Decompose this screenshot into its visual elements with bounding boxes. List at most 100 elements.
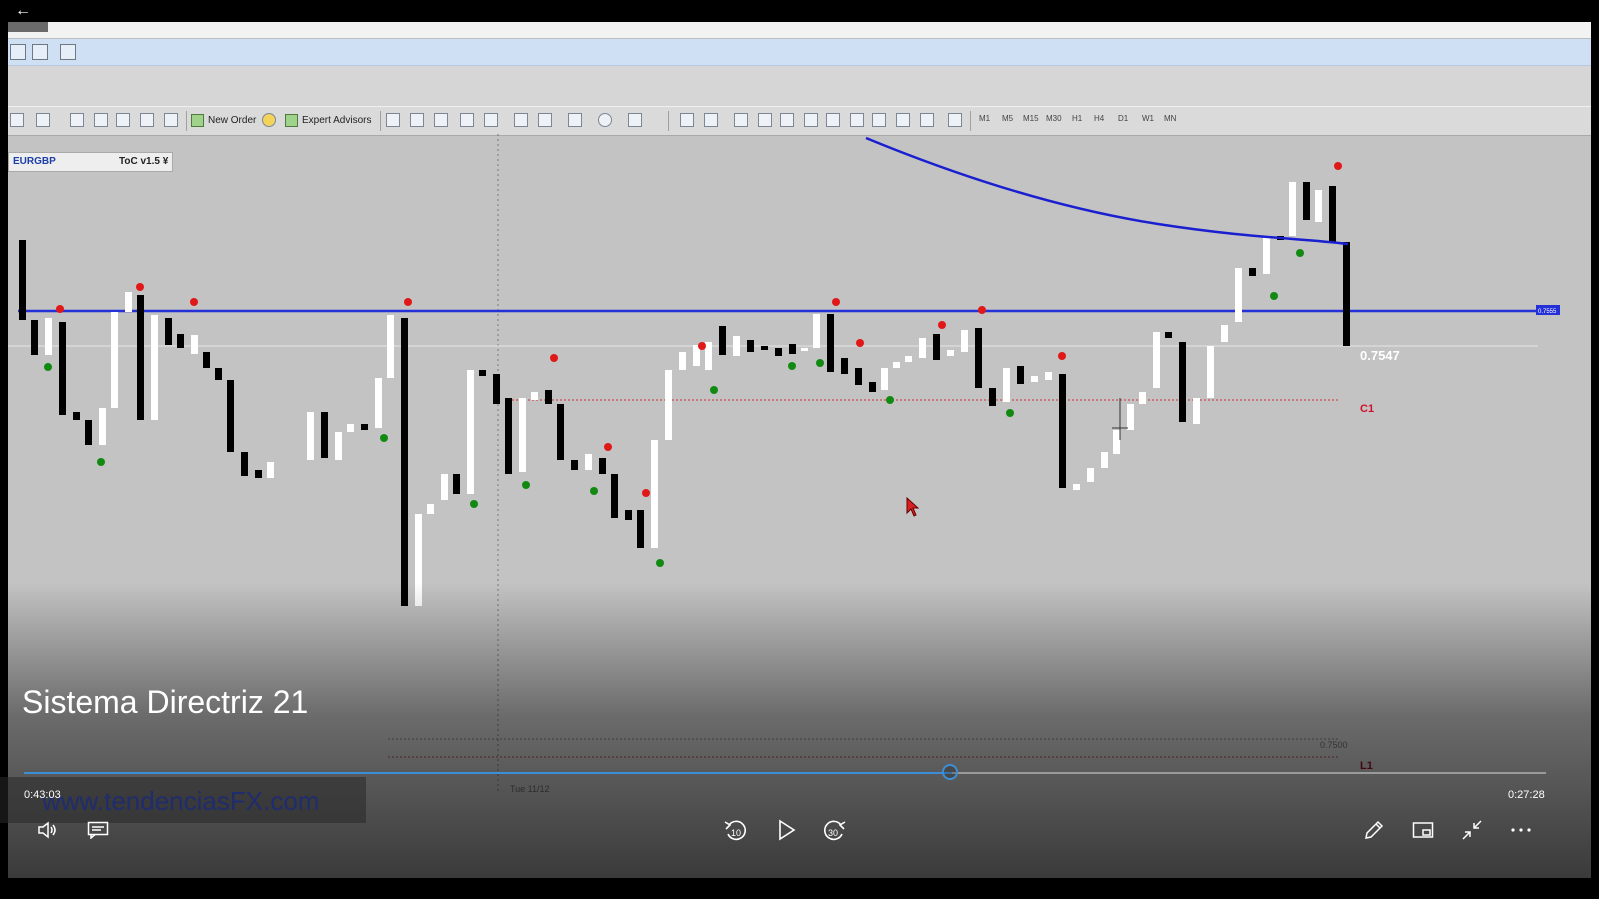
rewind-10-icon: 10 bbox=[723, 818, 749, 842]
bearish-candle bbox=[775, 348, 782, 356]
buy-signal-dot bbox=[590, 487, 598, 495]
bearish-candle bbox=[1165, 332, 1172, 338]
play-button[interactable] bbox=[772, 816, 800, 844]
bullish-candle bbox=[961, 330, 968, 352]
bearish-candle bbox=[557, 404, 564, 460]
bearish-candle bbox=[59, 322, 66, 415]
tf-h4[interactable]: H4 bbox=[1094, 114, 1105, 123]
bullish-candle bbox=[1113, 430, 1120, 454]
trendline-icon[interactable] bbox=[780, 113, 794, 127]
autoscroll-icon[interactable] bbox=[514, 113, 528, 127]
bearish-candle bbox=[855, 368, 862, 385]
blue-level-tag-text: 0.7555 bbox=[1538, 309, 1557, 315]
rewind-10-button[interactable]: 10 bbox=[722, 816, 750, 844]
captions-button[interactable] bbox=[84, 816, 112, 844]
bearish-candle bbox=[137, 295, 144, 420]
tf-h1[interactable]: H1 bbox=[1072, 114, 1083, 123]
horizontal-line-icon[interactable] bbox=[758, 113, 772, 127]
tester-icon[interactable] bbox=[164, 113, 178, 127]
equidistant-channel-icon[interactable] bbox=[804, 113, 818, 127]
bearish-candle bbox=[611, 474, 618, 518]
templates-icon[interactable] bbox=[628, 113, 642, 127]
tf-m1[interactable]: M1 bbox=[979, 114, 991, 123]
bullish-candle bbox=[1139, 392, 1146, 404]
text-label-icon[interactable] bbox=[872, 113, 886, 127]
zoom-in-icon[interactable] bbox=[460, 113, 474, 127]
tf-m5[interactable]: M5 bbox=[1002, 114, 1014, 123]
data-window-icon[interactable] bbox=[116, 113, 130, 127]
zoom-out-icon[interactable] bbox=[484, 113, 498, 127]
autotrading-icon[interactable] bbox=[262, 113, 276, 127]
channel-icon[interactable] bbox=[948, 113, 962, 127]
candlestick-icon[interactable] bbox=[410, 113, 424, 127]
bar-chart-icon[interactable] bbox=[386, 113, 400, 127]
svg-text:30: 30 bbox=[828, 828, 838, 838]
draw-button[interactable] bbox=[1360, 816, 1388, 844]
volume-button[interactable] bbox=[34, 816, 62, 844]
profiles-icon[interactable] bbox=[36, 113, 50, 127]
tf-m30[interactable]: M30 bbox=[1046, 114, 1062, 123]
tf-d1[interactable]: D1 bbox=[1118, 114, 1129, 123]
bearish-candle bbox=[165, 318, 172, 345]
line-chart-icon[interactable] bbox=[434, 113, 448, 127]
chart-shift-icon[interactable] bbox=[538, 113, 552, 127]
menu-area bbox=[8, 66, 1591, 106]
back-button[interactable]: ← bbox=[10, 2, 36, 20]
tf-w1[interactable]: W1 bbox=[1142, 114, 1154, 123]
bullish-candle bbox=[705, 342, 712, 370]
exit-fullscreen-button[interactable] bbox=[1458, 816, 1486, 844]
shapes-icon[interactable] bbox=[920, 113, 934, 127]
sell-signal-dot bbox=[136, 283, 144, 291]
forward-30-icon: 30 bbox=[821, 818, 847, 842]
indicator-name: ToC v1.5 ¥ bbox=[119, 156, 169, 167]
screenshot-icon[interactable] bbox=[60, 44, 76, 60]
bullish-candle bbox=[347, 424, 354, 432]
bearish-candle bbox=[493, 374, 500, 404]
expert-advisors-label: Expert Advisors bbox=[302, 115, 372, 126]
cursor-icon[interactable] bbox=[680, 113, 694, 127]
bearish-candle bbox=[869, 382, 876, 392]
forward-30-button[interactable]: 30 bbox=[820, 816, 848, 844]
bearish-candle bbox=[255, 470, 262, 478]
bearish-candle bbox=[479, 370, 486, 376]
arrows-icon[interactable] bbox=[896, 113, 910, 127]
new-order-button[interactable]: New Order bbox=[188, 112, 259, 130]
bullish-candle bbox=[519, 398, 526, 472]
sell-signal-dot bbox=[604, 443, 612, 451]
settings-icon[interactable] bbox=[10, 44, 26, 60]
watermark-band bbox=[0, 777, 366, 823]
vertical-line-icon[interactable] bbox=[734, 113, 748, 127]
buy-signal-dot bbox=[816, 359, 824, 367]
tf-mn[interactable]: MN bbox=[1164, 114, 1177, 123]
captions-icon bbox=[87, 821, 109, 839]
bearish-candle bbox=[227, 380, 234, 452]
market-watch-icon[interactable] bbox=[70, 113, 84, 127]
moving-average-line bbox=[865, 136, 1349, 246]
mouse-cursor-icon bbox=[906, 496, 920, 522]
crosshair-icon[interactable] bbox=[704, 113, 718, 127]
sell-signal-dot bbox=[56, 305, 64, 313]
toolbar-separator bbox=[970, 111, 971, 131]
bearish-candle bbox=[1017, 366, 1024, 384]
toolbar-separator bbox=[668, 111, 669, 131]
indicators-icon[interactable] bbox=[568, 113, 582, 127]
terminal-toolbar: New Order Expert Advisors M1 M5 bbox=[8, 106, 1591, 136]
sell-signal-dot bbox=[404, 298, 412, 306]
tf-m15[interactable]: M15 bbox=[1023, 114, 1039, 123]
miniview-button[interactable] bbox=[1409, 816, 1437, 844]
terminal-icon[interactable] bbox=[140, 113, 154, 127]
price-chart[interactable]: 0.7547 C1 L1 0.7555 bbox=[8, 134, 1591, 878]
periods-icon[interactable] bbox=[598, 113, 612, 127]
seek-bar-thumb[interactable] bbox=[942, 764, 958, 780]
bullish-candle bbox=[111, 312, 118, 408]
bullish-candle bbox=[651, 440, 658, 548]
more-options-button[interactable] bbox=[1507, 816, 1535, 844]
fibonacci-icon[interactable] bbox=[826, 113, 840, 127]
text-icon[interactable] bbox=[850, 113, 864, 127]
new-chart-icon[interactable] bbox=[10, 113, 24, 127]
bearish-candle bbox=[1179, 342, 1186, 422]
window-icon[interactable] bbox=[32, 44, 48, 60]
navigator-icon[interactable] bbox=[94, 113, 108, 127]
expert-advisors-button[interactable]: Expert Advisors bbox=[282, 112, 374, 130]
price-label: 0.7547 bbox=[1360, 348, 1400, 363]
